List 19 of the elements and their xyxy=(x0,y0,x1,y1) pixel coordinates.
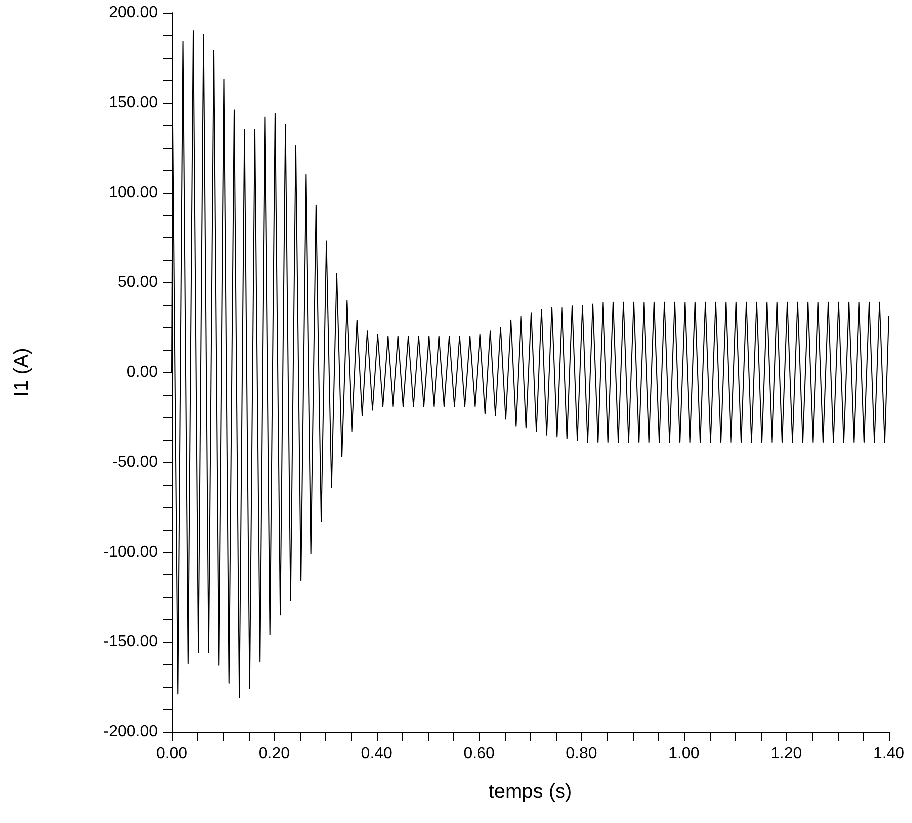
y-tick-label: 150.00 xyxy=(109,94,158,112)
x-tick-label: 0.80 xyxy=(566,746,598,762)
x-tick-label: 1.20 xyxy=(771,746,802,762)
x-tick-label: 0.40 xyxy=(361,746,393,762)
y-tick-label: 50.00 xyxy=(118,274,158,292)
y-tick-label: -50.00 xyxy=(112,454,158,471)
y-tick-label: 0.00 xyxy=(126,364,158,381)
x-tick-label: 0.00 xyxy=(156,746,188,762)
x-tick-label: 0.20 xyxy=(258,746,290,762)
x-tick-label: 0.60 xyxy=(464,746,495,762)
x-tick-label: 1.00 xyxy=(668,746,700,762)
y-tick-label: -100.00 xyxy=(104,544,158,561)
y-tick-label: 100.00 xyxy=(109,184,158,202)
y-tick-label: 200.00 xyxy=(109,4,158,22)
x-tick-label: 1.40 xyxy=(873,746,905,762)
y-axis-title: I1 (A) xyxy=(11,348,33,397)
x-axis-title: temps (s) xyxy=(488,781,572,803)
y-tick-label: -150.00 xyxy=(104,634,158,651)
y-tick-label: -200.00 xyxy=(104,724,158,740)
